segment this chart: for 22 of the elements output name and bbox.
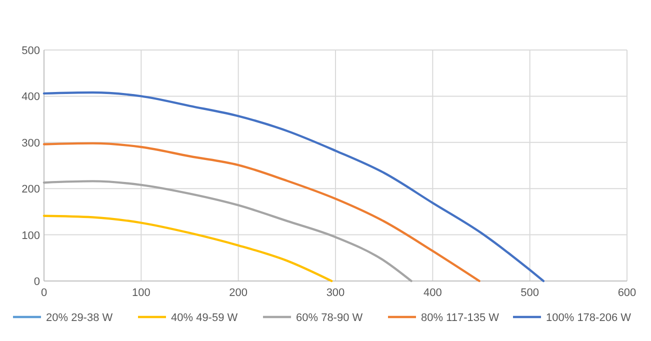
x-tick-label: 500 <box>520 287 540 299</box>
x-tick-label: 200 <box>229 287 248 299</box>
legend-label: 40% 49-59 W <box>171 312 238 324</box>
x-tick-label: 0 <box>40 287 48 299</box>
y-tick-label: 200 <box>22 184 40 196</box>
line-series <box>42 214 333 282</box>
y-tick-label: 300 <box>22 137 40 150</box>
legend-label: 20% 29-38 W <box>46 312 114 324</box>
line-series <box>42 180 412 282</box>
y-tick-label: 400 <box>22 91 40 104</box>
legend-label: 80% 117-135 W <box>421 312 500 324</box>
legend-label: 60% 78-90 W <box>296 312 364 324</box>
y-tick-label: 500 <box>22 45 40 57</box>
x-tick-label: 400 <box>423 287 442 299</box>
line-series <box>42 91 545 282</box>
y-tick-label: 0 <box>34 276 40 288</box>
x-tick-label: 100 <box>132 287 150 299</box>
x-tick-label: 300 <box>326 287 345 299</box>
line-series <box>42 142 480 282</box>
y-tick-label: 100 <box>22 230 40 242</box>
legend-label: 100% 178-206 W <box>546 312 632 324</box>
x-tick-label: 600 <box>618 287 636 299</box>
